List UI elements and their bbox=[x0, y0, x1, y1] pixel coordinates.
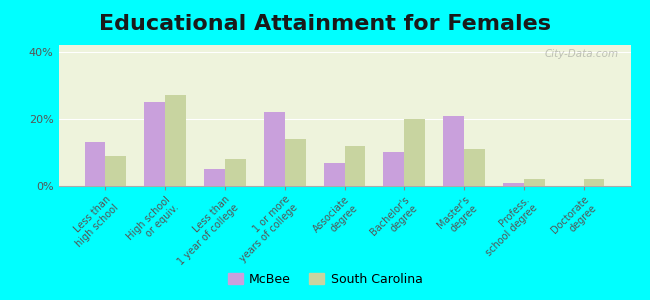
Bar bbox=[524, 179, 545, 186]
Bar bbox=[384, 152, 404, 186]
Bar bbox=[404, 119, 425, 186]
Bar bbox=[344, 146, 365, 186]
Bar bbox=[464, 149, 485, 186]
Bar bbox=[204, 169, 225, 186]
Bar bbox=[264, 112, 285, 186]
Bar bbox=[165, 95, 186, 186]
Bar bbox=[105, 156, 126, 186]
Bar bbox=[324, 163, 344, 186]
Bar bbox=[443, 116, 464, 186]
Text: Educational Attainment for Females: Educational Attainment for Females bbox=[99, 14, 551, 34]
Text: City-Data.com: City-Data.com bbox=[545, 49, 619, 59]
Legend: McBee, South Carolina: McBee, South Carolina bbox=[222, 268, 428, 291]
Bar bbox=[84, 142, 105, 186]
Bar bbox=[584, 179, 605, 186]
Bar bbox=[503, 183, 524, 186]
Bar bbox=[285, 139, 306, 186]
Bar bbox=[225, 159, 246, 186]
Bar bbox=[144, 102, 165, 186]
